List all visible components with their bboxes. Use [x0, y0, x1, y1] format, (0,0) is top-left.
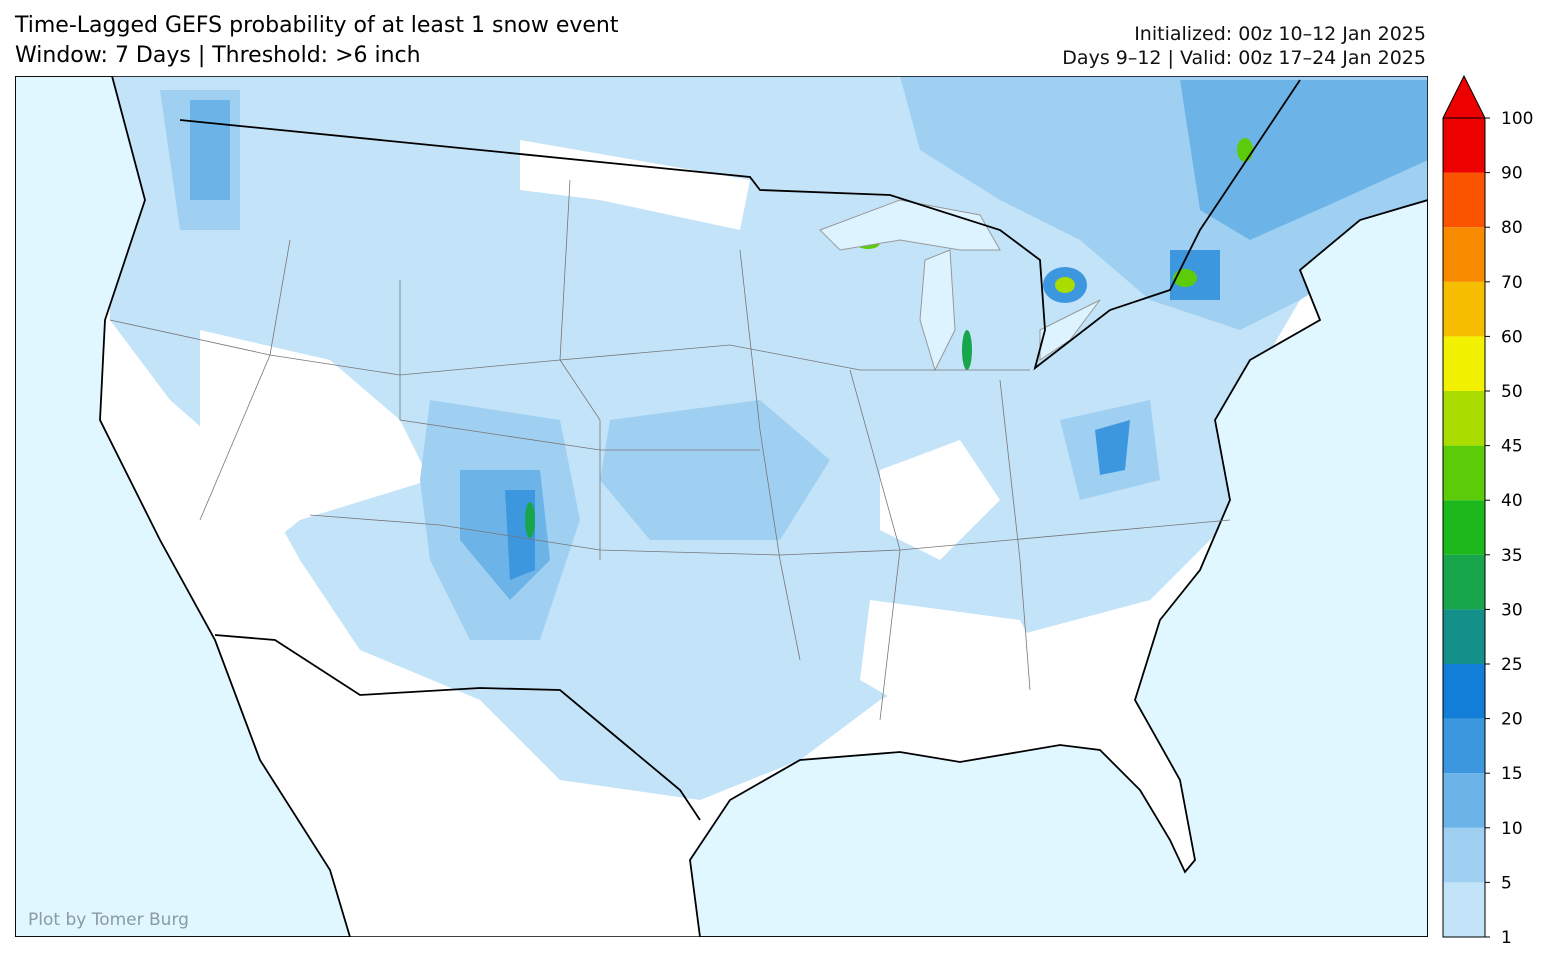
subtitle: Window: 7 Days | Threshold: >6 inch [15, 43, 421, 68]
country-border [214, 634, 701, 821]
title: Time-Lagged GEFS probability of at least… [14, 13, 619, 38]
country-border [179, 79, 1301, 371]
colorbar-segment [1443, 172, 1485, 228]
colorbar-tick-label: 50 [1501, 382, 1523, 402]
snow-area [1237, 138, 1253, 162]
valid-time: Days 9–12 | Valid: 00z 17–24 Jan 2025 [1062, 47, 1426, 69]
atlantic-ocean [689, 199, 1428, 937]
init-time: Initialized: 00z 10–12 Jan 2025 [1134, 23, 1426, 45]
colorbar-segment [1443, 554, 1485, 610]
colorbar-tick-label: 45 [1501, 437, 1523, 457]
colorbar-tick-label: 60 [1501, 327, 1523, 347]
colorbar-tick-label: 5 [1501, 873, 1512, 893]
colorbar-tick-label: 90 [1501, 164, 1523, 184]
snow-area [190, 100, 230, 200]
colorbar-tick-label: 25 [1501, 655, 1523, 675]
snow-area [1055, 277, 1075, 293]
colorbar-tick-label: 35 [1501, 546, 1523, 566]
colorbar-segment [1443, 391, 1485, 446]
colorbar-segment [1443, 664, 1485, 719]
colorbar-tick-label: 80 [1501, 218, 1523, 238]
colorbar-segment [1443, 281, 1485, 337]
no-snow [200, 330, 430, 560]
snow-area [1095, 420, 1130, 475]
colorbar-segment [1443, 500, 1485, 555]
colorbar-tick-label: 30 [1501, 600, 1523, 620]
no-snow [880, 440, 1000, 560]
colorbar-segment [1443, 445, 1485, 501]
no-snow [860, 600, 1060, 720]
lake [919, 249, 956, 372]
colorbar-frame [1442, 117, 1486, 938]
colorbar-segment [1443, 609, 1485, 664]
colorbar-tick-label: 10 [1501, 819, 1523, 839]
map [15, 76, 1428, 937]
colorbar-segment [1443, 336, 1485, 391]
snow-area [525, 502, 535, 538]
credit: Plot by Tomer Burg [28, 910, 189, 930]
no-snow [520, 140, 750, 230]
colorbar-tick-label: 15 [1501, 764, 1523, 784]
colorbar-tick-label: 1 [1501, 928, 1512, 948]
snow-area [962, 330, 972, 370]
colorbar-segment [1443, 718, 1485, 774]
colorbar-segment [1443, 773, 1485, 828]
pacific-ocean [15, 76, 351, 937]
colorbar-extend [1442, 74, 1486, 119]
snow-area [1180, 80, 1428, 240]
colorbar-tick-label: 70 [1501, 273, 1523, 293]
colorbar-tick-label: 40 [1501, 491, 1523, 511]
colorbar-segment [1443, 118, 1485, 173]
snow-area [600, 400, 830, 540]
colorbar-segment [1443, 882, 1485, 937]
colorbar-segment [1443, 227, 1485, 282]
state-lines [109, 179, 1231, 721]
colorbar-tick-label: 20 [1501, 710, 1523, 730]
colorbar-segment [1443, 827, 1485, 883]
colorbar-tick-label: 100 [1501, 109, 1533, 129]
